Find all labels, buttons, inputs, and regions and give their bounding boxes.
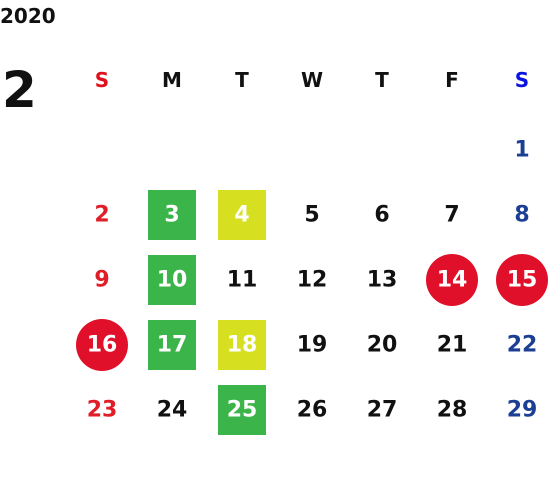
day-number[interactable]: 1 bbox=[514, 137, 530, 163]
weekday-label: T bbox=[235, 68, 249, 92]
weekday-label: T bbox=[375, 68, 389, 92]
day-number[interactable]: 15 bbox=[506, 267, 538, 293]
day-square bbox=[218, 190, 266, 240]
day-number[interactable]: 11 bbox=[226, 267, 258, 293]
month: 2 bbox=[2, 61, 37, 119]
day-number[interactable]: 6 bbox=[374, 202, 390, 228]
weekday-label: S bbox=[514, 68, 530, 92]
weekday-label: W bbox=[300, 68, 324, 92]
day-number[interactable]: 22 bbox=[506, 332, 538, 358]
day-square bbox=[218, 320, 266, 370]
day-number[interactable]: 14 bbox=[436, 267, 468, 293]
day-number[interactable]: 7 bbox=[444, 202, 460, 228]
day-number[interactable]: 27 bbox=[366, 397, 398, 423]
day-square bbox=[218, 385, 266, 435]
day-number[interactable]: 3 bbox=[164, 202, 180, 228]
day-number[interactable]: 13 bbox=[366, 267, 398, 293]
day-number[interactable]: 2 bbox=[94, 202, 110, 228]
day-circle bbox=[76, 319, 128, 371]
day-number[interactable]: 28 bbox=[436, 397, 468, 423]
day-number[interactable]: 16 bbox=[86, 332, 118, 358]
weekday-label: S bbox=[94, 68, 110, 92]
day-square bbox=[148, 320, 196, 370]
day-number[interactable]: 26 bbox=[296, 397, 328, 423]
day-number[interactable]: 5 bbox=[304, 202, 320, 228]
year: 2020 bbox=[0, 4, 56, 28]
weekday-label: F bbox=[445, 68, 459, 92]
day-number[interactable]: 24 bbox=[156, 397, 188, 423]
day-number[interactable]: 21 bbox=[436, 332, 468, 358]
day-square bbox=[148, 255, 196, 305]
day-circle bbox=[426, 254, 478, 306]
day-number[interactable]: 4 bbox=[234, 202, 250, 228]
day-number[interactable]: 23 bbox=[86, 397, 118, 423]
day-number[interactable]: 9 bbox=[94, 267, 110, 293]
weekday-label: M bbox=[162, 68, 182, 92]
day-number[interactable]: 10 bbox=[156, 267, 188, 293]
day-number[interactable]: 17 bbox=[156, 332, 188, 358]
day-number[interactable]: 29 bbox=[506, 397, 538, 423]
day-number[interactable]: 8 bbox=[514, 202, 530, 228]
day-square bbox=[148, 190, 196, 240]
day-circle bbox=[496, 254, 548, 306]
day-number[interactable]: 18 bbox=[226, 332, 258, 358]
day-number[interactable]: 19 bbox=[296, 332, 328, 358]
day-number[interactable]: 20 bbox=[366, 332, 398, 358]
day-number[interactable]: 12 bbox=[296, 267, 328, 293]
day-number[interactable]: 25 bbox=[226, 397, 258, 423]
